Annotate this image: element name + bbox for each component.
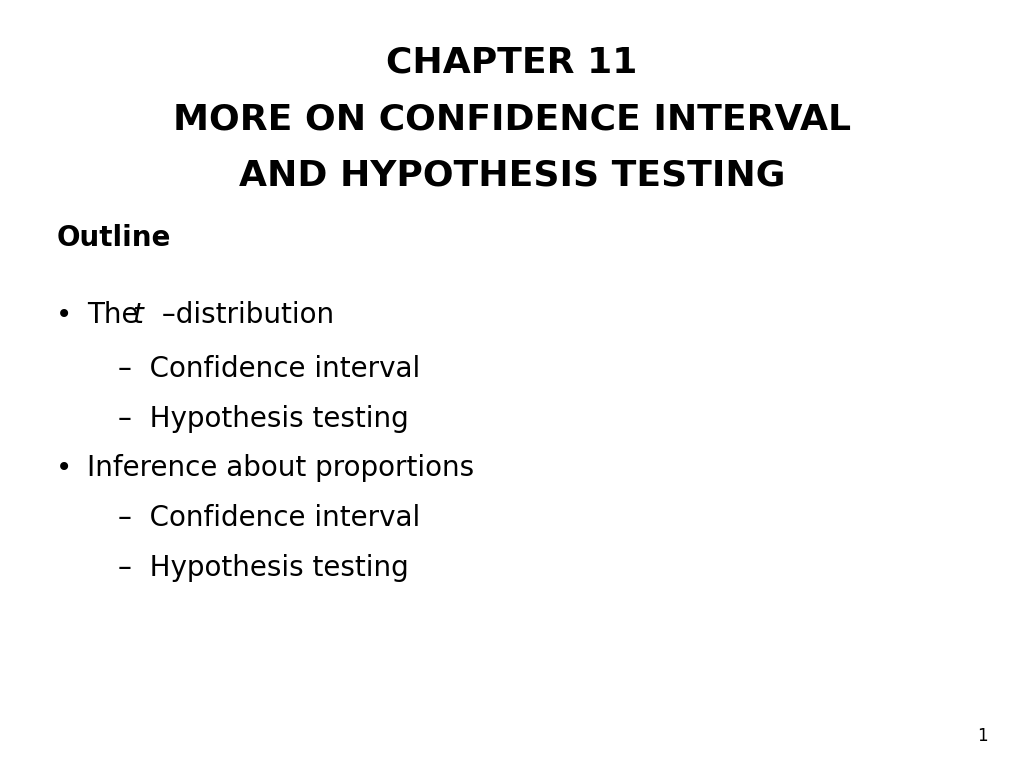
Text: CHAPTER 11: CHAPTER 11	[386, 46, 638, 80]
Text: –distribution: –distribution	[153, 301, 334, 329]
Text: 1: 1	[978, 727, 988, 745]
Text: Outline: Outline	[56, 224, 171, 252]
Text: –  Hypothesis testing: – Hypothesis testing	[118, 405, 409, 432]
Text: •: •	[56, 301, 73, 329]
Text: AND HYPOTHESIS TESTING: AND HYPOTHESIS TESTING	[239, 158, 785, 192]
Text: $t$: $t$	[132, 301, 145, 329]
Text: MORE ON CONFIDENCE INTERVAL: MORE ON CONFIDENCE INTERVAL	[173, 102, 851, 136]
Text: –  Confidence interval: – Confidence interval	[118, 355, 420, 382]
Text: Inference about proportions: Inference about proportions	[87, 455, 474, 482]
Text: •: •	[56, 455, 73, 482]
Text: –  Confidence interval: – Confidence interval	[118, 505, 420, 532]
Text: The: The	[87, 301, 147, 329]
Text: –  Hypothesis testing: – Hypothesis testing	[118, 554, 409, 582]
